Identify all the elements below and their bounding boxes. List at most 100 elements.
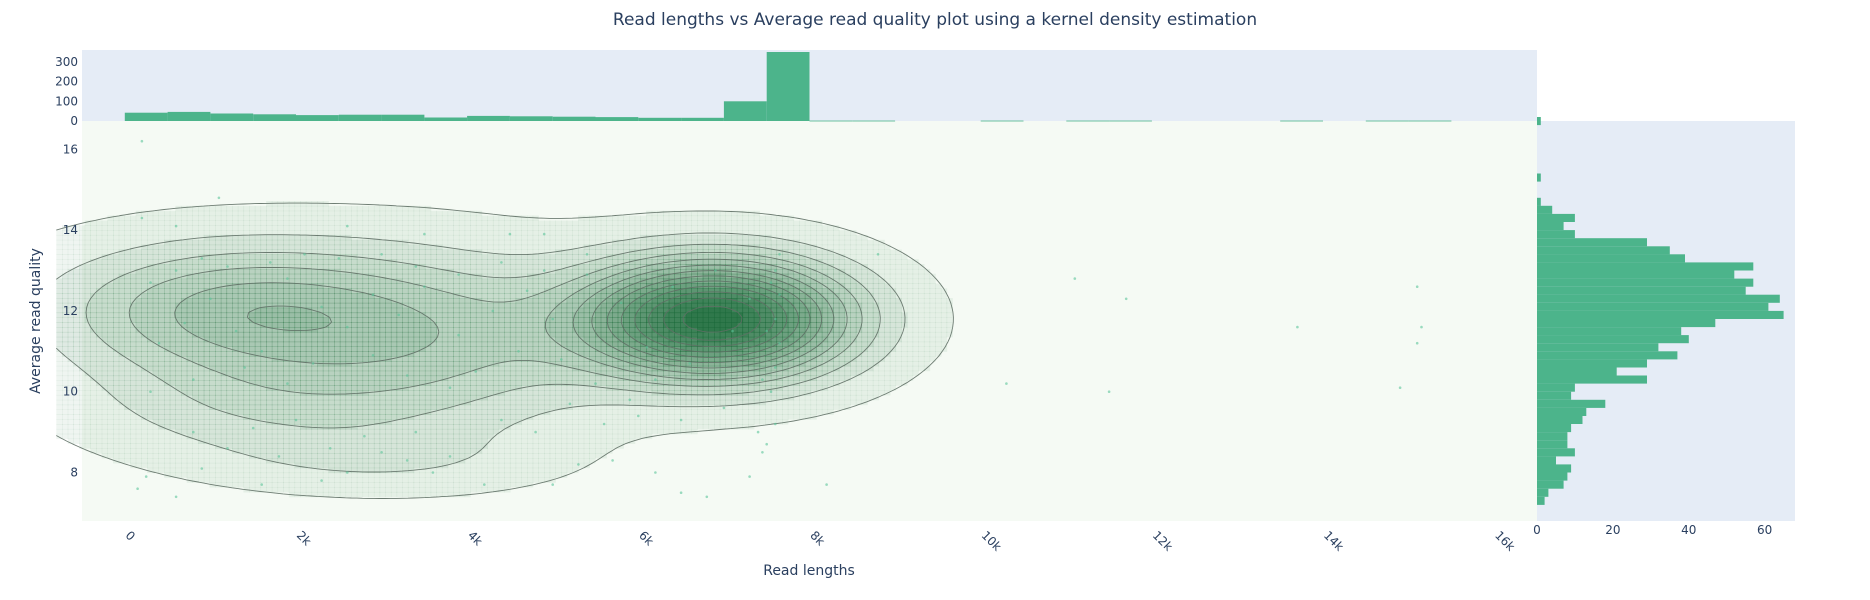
- density-cell: [339, 390, 347, 396]
- density-cell: [532, 380, 539, 386]
- density-cell: [782, 380, 789, 386]
- density-cell: [799, 322, 806, 328]
- density-cell: [198, 399, 205, 406]
- density-cell: [940, 322, 948, 328]
- density-cell: [833, 322, 840, 328]
- density-cell: [447, 341, 454, 347]
- density-cell: [130, 433, 137, 440]
- density-cell: [736, 380, 744, 386]
- density-cell: [141, 327, 148, 333]
- density-cell: [181, 424, 188, 430]
- density-cell: [192, 424, 199, 430]
- density-cell: [487, 404, 494, 410]
- density-cell: [458, 438, 466, 444]
- density-cell: [215, 380, 222, 386]
- density-cell: [850, 302, 857, 309]
- density-cell: [458, 433, 466, 440]
- density-cell: [663, 356, 670, 362]
- density-cell: [804, 361, 812, 367]
- density-cell: [617, 351, 624, 357]
- density-cell: [407, 380, 415, 386]
- density-cell: [328, 443, 335, 449]
- density-cell: [277, 458, 284, 464]
- density-cell: [850, 317, 857, 323]
- density-cell: [317, 322, 324, 328]
- density-cell: [430, 370, 437, 377]
- density-cell: [629, 414, 636, 420]
- density-cell: [509, 472, 517, 478]
- density-cell: [595, 336, 602, 343]
- density-cell: [62, 428, 69, 435]
- density-cell: [447, 336, 454, 343]
- density-cell: [589, 365, 596, 372]
- density-cell: [714, 424, 721, 430]
- density-cell: [923, 336, 931, 343]
- density-cell: [509, 307, 517, 314]
- density-cell: [277, 346, 284, 352]
- density-cell: [436, 380, 443, 386]
- density-cell: [305, 302, 313, 309]
- density-cell: [254, 394, 262, 401]
- density-cell: [192, 336, 199, 343]
- density-cell: [345, 365, 352, 372]
- density-cell: [544, 462, 551, 469]
- density-cell: [850, 390, 857, 396]
- density-cell: [294, 491, 301, 498]
- density-cell: [736, 361, 744, 367]
- density-cell: [521, 453, 528, 459]
- density-cell: [249, 462, 256, 469]
- density-cell: [203, 346, 210, 352]
- density-cell: [487, 307, 494, 314]
- density-cell: [566, 424, 573, 430]
- density-cell: [362, 307, 369, 314]
- density-cell: [283, 443, 290, 449]
- density-cell: [623, 390, 630, 396]
- density-cell: [311, 438, 318, 444]
- density-cell: [271, 458, 279, 464]
- density-cell: [181, 433, 188, 440]
- density-cell: [583, 365, 590, 372]
- density-cell: [430, 394, 437, 401]
- density-cell: [549, 438, 556, 444]
- density-cell: [782, 327, 789, 333]
- density-cell: [73, 438, 80, 444]
- density-cell: [73, 331, 80, 338]
- density-cell: [130, 394, 137, 401]
- density-cell: [402, 448, 409, 454]
- density-cell: [175, 424, 182, 430]
- density-cell: [339, 409, 347, 415]
- density-cell: [634, 322, 641, 328]
- density-cell: [169, 356, 176, 362]
- density-cell: [606, 375, 613, 381]
- density-cell: [436, 307, 443, 314]
- density-cell: [198, 458, 205, 464]
- density-cell: [209, 467, 216, 474]
- density-cell: [62, 365, 69, 372]
- density-cell: [260, 424, 267, 430]
- density-cell: [782, 356, 789, 362]
- density-cell: [220, 433, 228, 440]
- density-cell: [436, 399, 443, 406]
- density-cell: [118, 365, 125, 372]
- density-cell: [787, 322, 795, 328]
- density-cell: [345, 467, 352, 474]
- density-cell: [470, 448, 477, 454]
- density-cell: [481, 317, 488, 323]
- density-cell: [617, 409, 624, 415]
- density-cell: [561, 375, 568, 381]
- density-cell: [73, 317, 80, 323]
- density-cell: [430, 404, 437, 410]
- density-cell: [277, 487, 284, 493]
- density-cell: [634, 302, 641, 309]
- density-cell: [164, 438, 171, 444]
- density-cell: [220, 331, 228, 338]
- density-cell: [492, 453, 500, 459]
- density-cell: [209, 404, 216, 410]
- density-cell: [884, 327, 891, 333]
- density-cell: [583, 428, 590, 435]
- density-cell: [850, 365, 857, 372]
- density-cell: [441, 482, 449, 488]
- density-cell: [617, 302, 624, 309]
- density-cell: [821, 375, 829, 381]
- density-cell: [838, 307, 846, 314]
